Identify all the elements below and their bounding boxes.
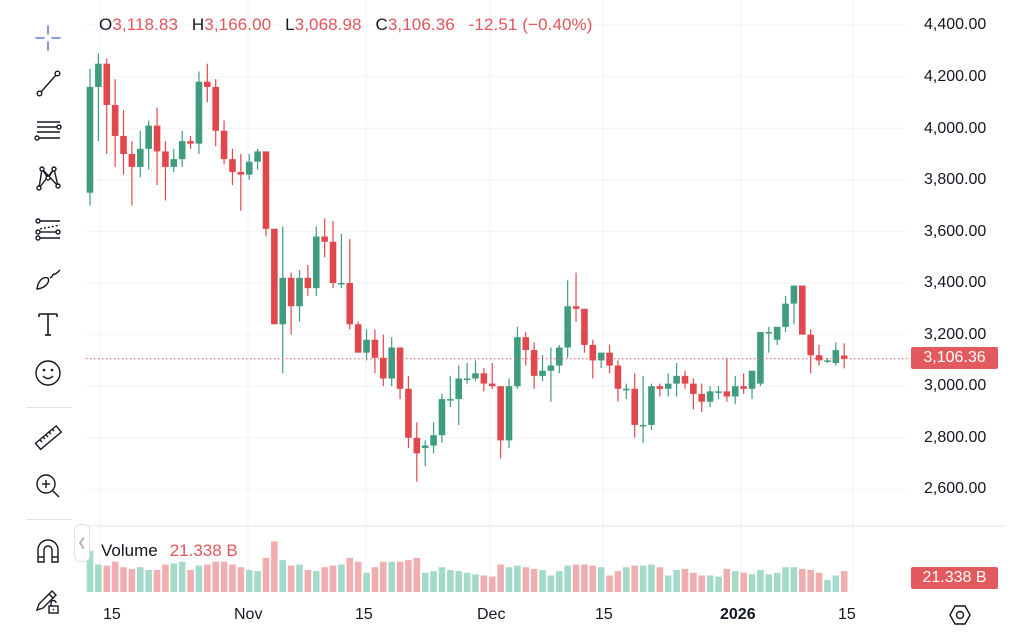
low-value: 3,068.98: [294, 15, 362, 34]
time-tick: 15: [103, 606, 121, 623]
trend-line-tool[interactable]: [26, 65, 70, 101]
toolbar-divider: [26, 519, 72, 520]
high-value: 3,166.00: [204, 15, 272, 34]
last-price-badge: 3,106.36: [911, 347, 998, 369]
brush-tool[interactable]: [26, 260, 70, 296]
text-icon: [38, 313, 58, 336]
text-tool[interactable]: [26, 306, 70, 342]
collapse-pane-button[interactable]: ❮: [74, 524, 90, 562]
volume-badge: 21.338 B: [911, 567, 998, 589]
price-tick: 3,600.00: [924, 223, 987, 240]
time-tick: 15: [355, 606, 373, 623]
emoji-icon: [35, 360, 61, 386]
open-value: 3,118.83: [112, 15, 179, 34]
ruler-tool[interactable]: [26, 420, 70, 456]
volume-legend: Volume 21.338 B: [101, 541, 238, 561]
time-tick: 2026: [720, 606, 756, 623]
change-value: -12.51 (−0.40%): [468, 15, 593, 34]
open-label: O: [99, 15, 113, 34]
time-tick: Nov: [234, 606, 263, 623]
pattern-tool[interactable]: [26, 160, 70, 196]
fib-retracement-icon: [35, 218, 61, 241]
time-tick: Dec: [477, 606, 506, 623]
drawing-toolbar: [0, 0, 86, 641]
fib-retracement-tool[interactable]: [26, 211, 70, 247]
pattern-icon: [36, 166, 61, 191]
toolbar-divider: [26, 407, 72, 408]
close-value: 3,106.36: [387, 15, 455, 34]
zoom-in-icon: [36, 474, 60, 498]
volume-label: Volume: [101, 541, 158, 560]
price-tick: 3,200.00: [924, 326, 987, 343]
price-tick: 2,800.00: [924, 429, 987, 446]
ruler-icon: [34, 424, 63, 451]
crosshair-icon: [35, 25, 61, 51]
price-tick: 4,200.00: [924, 68, 987, 85]
time-tick: 15: [595, 606, 613, 623]
high-label: H: [191, 15, 205, 34]
chart-settings-button[interactable]: [948, 603, 972, 627]
emoji-tool[interactable]: [26, 355, 70, 391]
volume-value: 21.338 B: [169, 541, 238, 560]
price-tick: 4,400.00: [924, 16, 987, 33]
magnet-icon: [37, 539, 59, 563]
price-tick: 4,000.00: [924, 120, 987, 137]
lock-drawing-tool[interactable]: [26, 583, 70, 619]
chevron-left-icon: ❮: [77, 537, 87, 549]
lock-drawing-icon: [35, 590, 59, 614]
close-label: C: [375, 15, 388, 34]
trend-line-icon: [36, 70, 61, 97]
magnet-tool[interactable]: [26, 533, 70, 569]
price-tick: 3,000.00: [924, 377, 987, 394]
horizontal-lines-tool[interactable]: [26, 113, 70, 149]
low-label: L: [285, 15, 295, 34]
ohlc-legend: O3,118.83 H3,166.00 L3,068.98 C3,106.36 …: [99, 15, 602, 35]
price-tick: 2,600.00: [924, 480, 987, 497]
zoom-in-tool[interactable]: [26, 468, 70, 504]
settings-hexagon-icon: [949, 605, 971, 625]
horizontal-lines-icon: [34, 121, 62, 141]
price-tick: 3,400.00: [924, 274, 987, 291]
time-tick: 15: [838, 606, 856, 623]
brush-icon: [36, 269, 61, 290]
crosshair-tool[interactable]: [26, 20, 70, 56]
price-tick: 3,800.00: [924, 171, 987, 188]
